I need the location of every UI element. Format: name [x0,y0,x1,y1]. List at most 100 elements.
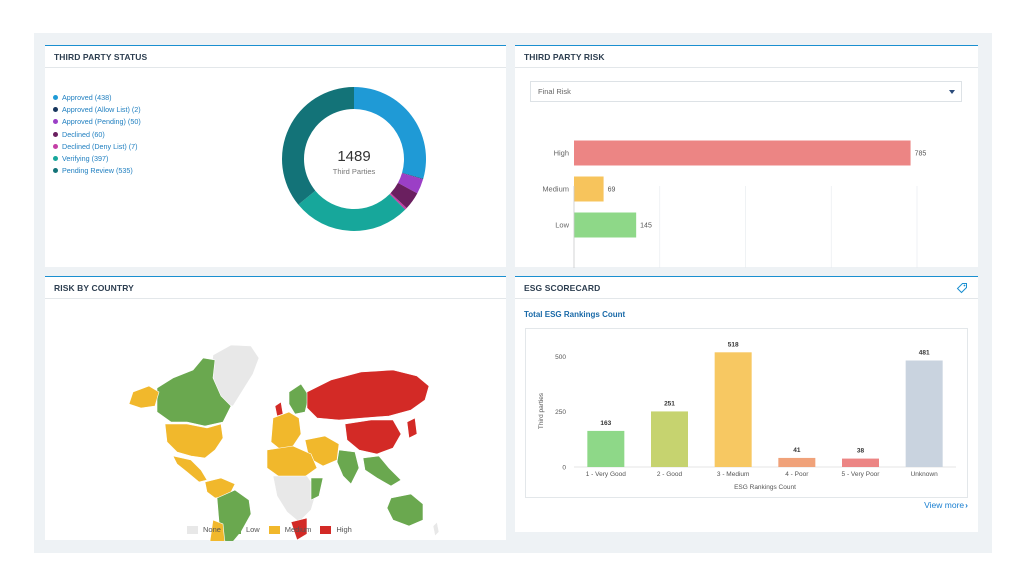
esg-bar[interactable] [714,352,752,467]
status-legend-item[interactable]: Declined (60) [53,128,141,140]
status-donut-chart[interactable]: 1489 Third Parties [279,84,429,234]
donut-slice[interactable] [397,173,424,194]
map-region-uk [274,401,284,417]
category-label: High [554,149,569,158]
map-region-central-africa[interactable] [272,475,318,523]
map-region-canada[interactable] [156,357,232,427]
status-legend-item[interactable]: Approved (Allow List) (2) [53,103,141,115]
map-region-east-africa [310,477,324,501]
risk-type-select-value: Final Risk [538,87,571,96]
legend-dot-icon [53,156,58,162]
status-legend-label: Declined (Deny List) (7) [62,141,138,151]
map-region-new-zealand [432,521,440,537]
map-region-europe-west[interactable] [270,411,302,451]
value-label: 163 [600,420,611,427]
tag-icon[interactable] [956,282,968,294]
value-label: 481 [919,349,930,356]
map-region-alaska [128,385,160,409]
map-region-usa[interactable] [164,423,224,459]
category-label: 1 - Very Good [586,471,626,478]
esg-bar[interactable] [842,458,879,467]
panel-title: ESG SCORECARD [524,282,601,293]
map-region-china[interactable] [344,419,402,455]
esg-bar[interactable] [905,360,943,467]
third-party-status-panel: THIRD PARTY STATUS Approved (438) Approve… [45,45,506,267]
value-label: 785 [915,151,927,158]
panel-title: THIRD PARTY STATUS [54,51,148,62]
legend-dot-icon [53,106,58,112]
map-legend-item[interactable]: None [187,525,221,534]
legend-dot-icon [53,131,58,137]
status-legend-item[interactable]: Declined (Deny List) (7) [53,140,141,152]
status-legend-label: Declined (60) [62,129,105,139]
map-region-south-africa[interactable] [290,517,308,541]
donut-caption: Third Parties [333,167,376,176]
status-legend-label: Pending Review (535) [62,166,133,176]
status-legend-label: Approved (Allow List) (2) [62,104,141,114]
status-legend: Approved (438) Approved (Allow List) (2) A… [53,91,141,177]
category-label: Medium [542,185,569,194]
map-region-argentina[interactable] [209,519,226,541]
risk-bar[interactable] [574,176,604,202]
map-region-southeast-asia[interactable] [362,455,402,487]
risk-bar[interactable] [574,212,637,238]
dashboard: THIRD PARTY STATUS Approved (438) Approve… [34,33,992,553]
donut-slice[interactable] [298,190,406,231]
panel-header: ESG SCORECARD [515,277,978,299]
donut-total: 1489 [337,148,370,165]
category-label: 2 - Good [657,471,683,478]
status-legend-item[interactable]: Approved (438) [53,91,141,103]
y-tick-label: 0 [562,465,566,472]
y-tick-label: 500 [555,354,566,361]
status-legend-label: Approved (438) [62,92,112,102]
chevron-right-icon: › [965,500,968,510]
status-legend-item[interactable]: Pending Review (535) [53,165,141,177]
esg-scorecard-panel: ESG SCORECARD Total ESG Rankings Count 0… [515,276,978,532]
map-region-north-africa[interactable] [266,445,318,479]
risk-bar-chart: 0200400600800High785Medium69Low145 [542,140,927,268]
donut-slice[interactable] [401,172,424,180]
donut-slice[interactable] [282,87,354,205]
map-legend-item[interactable]: High [320,525,352,534]
status-legend-item[interactable]: Approved (Pending) (50) [53,116,141,128]
risk-bar[interactable] [574,140,911,166]
map-region-russia[interactable] [306,369,430,421]
legend-swatch-icon [187,525,198,534]
legend-dot-icon [53,143,58,149]
value-label: 38 [857,448,865,455]
world-risk-map[interactable] [45,300,506,541]
map-region-mexico[interactable] [172,455,208,483]
panel-header: THIRD PARTY RISK [515,46,978,68]
value-label: 145 [640,223,652,230]
esg-bar[interactable] [651,411,688,467]
donut-slice[interactable] [389,193,407,210]
esg-chart-container: 0 250 500 163 1 - Very Good 251 2 - Good 518 3 -… [525,328,968,498]
map-legend-label: Low [245,525,260,534]
esg-bar-chart: 0 250 500 163 1 - Very Good 251 2 - Good 518 3 -… [538,341,956,491]
map-region-india[interactable] [336,449,360,485]
map-region-australia[interactable] [386,493,424,527]
donut-slice[interactable] [390,182,418,209]
status-legend-label: Verifying (397) [62,154,109,164]
map-legend-item[interactable]: Low [229,525,260,534]
map-region-japan [406,417,418,439]
esg-bar[interactable] [778,457,816,467]
esg-bar[interactable] [587,430,625,467]
category-label: Unknown [911,471,938,478]
risk-type-select[interactable]: Final Risk [530,81,962,102]
map-legend-label: None [203,525,221,534]
legend-dot-icon [53,119,58,125]
x-axis-title: ESG Rankings Count [734,484,796,491]
map-legend-item[interactable]: Medium [268,525,311,534]
legend-swatch-icon [268,525,280,534]
status-legend-item[interactable]: Verifying (397) [53,152,141,164]
map-region-scandinavia[interactable] [288,383,310,415]
caret-down-icon [949,90,955,94]
panel-title: THIRD PARTY RISK [524,51,605,62]
view-more-link[interactable]: View more› [924,500,968,510]
panel-title: RISK BY COUNTRY [54,282,134,293]
legend-swatch-icon [229,525,241,534]
donut-slice[interactable] [354,87,426,179]
value-label: 251 [664,400,675,407]
category-label: 5 - Very Poor [842,471,881,478]
